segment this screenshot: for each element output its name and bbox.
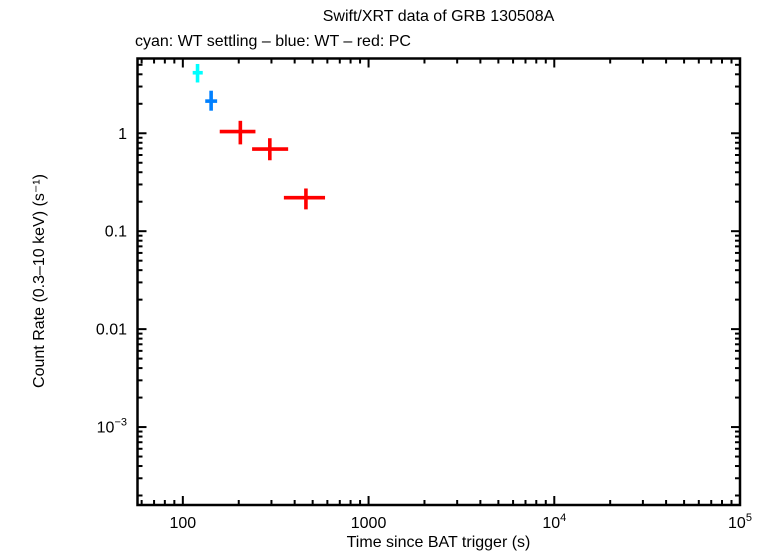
x-tick-label: 100 (169, 515, 196, 532)
y-axis-label: Count Rate (0.3–10 keV) (s⁻¹) (31, 174, 48, 388)
chart-title: Swift/XRT data of GRB 130508A (322, 8, 555, 25)
chart-legend: cyan: WT settling – blue: WT – red: PC (135, 33, 411, 50)
plot-border (136, 57, 742, 507)
x-tick-label: 104 (542, 512, 566, 532)
x-axis-label: Time since BAT trigger (s) (346, 534, 531, 551)
y-tick-label: 0.01 (96, 322, 127, 339)
x-tick-label: 105 (728, 512, 752, 532)
y-tick-label: 1 (118, 126, 127, 143)
y-tick-label: 0.1 (105, 224, 127, 241)
x-tick-label: 1000 (351, 515, 387, 532)
y-tick-label: 10−3 (97, 417, 127, 437)
